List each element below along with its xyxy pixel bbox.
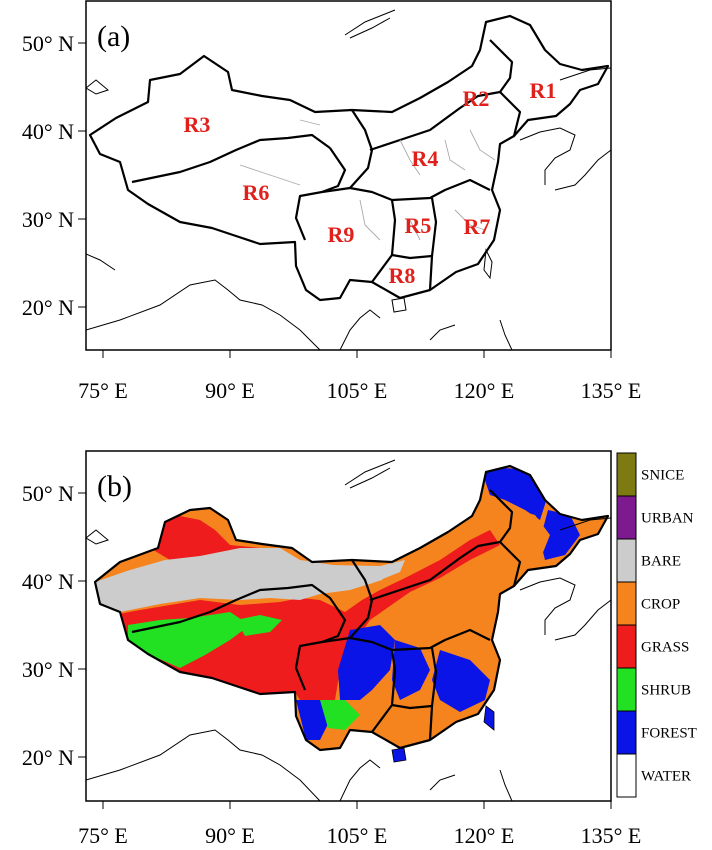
hainan-b: [391, 747, 407, 763]
legend: SNICE URBAN BARE CROP GRASS SHRUB FOREST WATER: [616, 452, 697, 798]
region-boundary-r1-r2: [489, 39, 514, 93]
legend-label-bare: BARE: [641, 554, 681, 570]
region-boundaries-b: [131, 489, 522, 741]
korea-japan-coast: [519, 67, 611, 191]
taiwan-b: [483, 705, 495, 731]
panel-b-ytick-30: 30° N: [22, 657, 74, 682]
region-boundary-r2-r4: [369, 90, 501, 152]
region-label-r6: R6: [243, 180, 270, 205]
panel-b-label: (b): [97, 470, 132, 503]
west-coast: [86, 253, 116, 271]
legend-label-shrub: SHRUB: [641, 683, 691, 699]
panel-b-xtick-120: 120° E: [454, 823, 515, 848]
legend-swatch-water: [616, 753, 637, 798]
taiwan-coast: [483, 248, 493, 280]
region-label-r1: R1: [530, 78, 557, 103]
landcover-forest-southeast: [432, 650, 490, 712]
landcover-forest-northeast: [480, 466, 548, 520]
region-boundary-r5-r7: [428, 197, 438, 291]
landcover-shrub-south: [320, 700, 360, 730]
region-boundary-r5-r8: [391, 253, 433, 260]
korea-japan-coast-b: [519, 517, 611, 641]
landcover-forest-yunnan: [296, 700, 330, 740]
panel-b-ticks: [78, 492, 612, 809]
caspian-coast: [86, 79, 110, 95]
caspian-coast-b: [86, 529, 110, 545]
panel-b-ytick-20: 20° N: [22, 745, 74, 770]
legend-label-grass: GRASS: [641, 640, 689, 656]
legend-swatch-crop: [616, 581, 637, 626]
panel-a-ytick-30: 30° N: [22, 207, 74, 232]
legend-swatch-grass: [616, 624, 637, 669]
panel-a-xtick-75: 75° E: [78, 378, 128, 403]
region-label-r7: R7: [464, 214, 491, 239]
region-label-r2: R2: [463, 86, 490, 111]
landcover-forest-hunan: [392, 640, 430, 700]
panel-a-label: (a): [97, 20, 130, 53]
south-coast-b: [86, 729, 513, 801]
legend-label-urban: URBAN: [641, 511, 694, 527]
panel-b-xtick-105: 105° E: [327, 823, 388, 848]
province-lines: [239, 119, 496, 241]
panel-a-xtick-105: 105° E: [327, 378, 388, 403]
legend-swatch-bare: [616, 538, 637, 583]
baikal-coast: [344, 9, 396, 39]
landcover-bare-gobi: [300, 560, 405, 590]
legend-swatch-snice: [616, 452, 637, 497]
region-label-r8: R8: [389, 263, 416, 288]
region-label-r4: R4: [412, 146, 439, 171]
legend-swatch-forest: [616, 710, 637, 755]
panel-a-ticks: [78, 42, 612, 358]
landcover-crop-northeast: [500, 505, 550, 565]
legend-swatch-shrub: [616, 667, 637, 712]
panel-b-xtick-135: 135° E: [581, 823, 642, 848]
panel-a-xtick-90: 90° E: [205, 378, 255, 403]
panel-a-frame: [85, 0, 612, 351]
landcover-grass-tianshan: [150, 515, 260, 560]
landcover-shrub-central: [236, 615, 282, 636]
china-outline: [88, 14, 610, 302]
panel-b-xtick-75: 75° E: [78, 823, 128, 848]
legend-label-crop: CROP: [641, 597, 680, 613]
panel-a-xtick-135: 135° E: [581, 378, 642, 403]
panel-a-xtick-120: 120° E: [454, 378, 515, 403]
legend-swatch-urban: [616, 495, 637, 540]
panel-a-ytick-20: 20° N: [22, 295, 74, 320]
panel-b-xtick-90: 90° E: [205, 823, 255, 848]
panel-a-ytick-40: 40° N: [22, 119, 74, 144]
south-coast: [86, 279, 513, 350]
panel-b-ytick-50: 50° N: [22, 481, 74, 506]
panel-a-map: [86, 9, 611, 350]
panel-a-ytick-50: 50° N: [22, 31, 74, 56]
landcover-forest-changbai: [540, 510, 580, 560]
china-outline-b: [93, 464, 610, 752]
region-label-r5: R5: [405, 213, 432, 238]
region-boundary-r4-south: [391, 178, 491, 202]
panel-b-ytick-40: 40° N: [22, 569, 74, 594]
legend-label-forest: FOREST: [641, 726, 697, 742]
baikal-coast-b: [344, 459, 396, 489]
region-label-r9: R9: [328, 222, 355, 247]
legend-label-snice: SNICE: [641, 468, 684, 484]
region-boundary-r3-r6: [131, 133, 331, 184]
region-boundary-r1-south: [499, 91, 522, 137]
landcover-forest-sichuan: [338, 625, 395, 700]
panel-b: (b) 75° E 90° E 105° E 120° E 135° E 50°…: [22, 450, 697, 848]
panel-a: R1 R2 R3 R4 R5 R6 R7 R8 R9 (a) 75° E 90°…: [22, 0, 642, 403]
legend-label-water: WATER: [641, 769, 691, 785]
region-label-r3: R3: [184, 112, 211, 137]
